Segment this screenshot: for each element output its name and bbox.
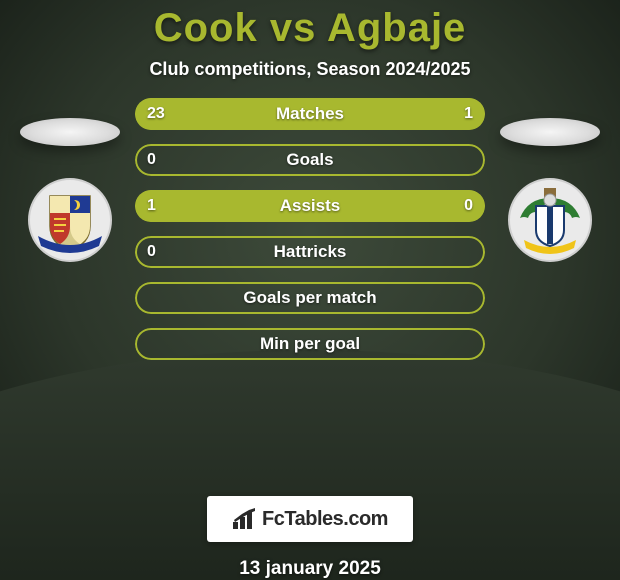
subtitle: Club competitions, Season 2024/2025 bbox=[149, 59, 470, 80]
team-right-crest bbox=[500, 178, 600, 262]
bar-label: Min per goal bbox=[135, 328, 485, 360]
stat-bars: Matches231Goals0Assists10Hattricks0Goals… bbox=[135, 98, 485, 360]
bar-label: Goals bbox=[135, 144, 485, 176]
stat-bar-assists: Assists1 0 bbox=[135, 190, 485, 222]
team-left-crest bbox=[20, 178, 120, 262]
bar-label: Hattricks bbox=[135, 236, 485, 268]
team-right-disc bbox=[500, 118, 600, 146]
bar-label: Assists bbox=[135, 190, 485, 222]
bar-value-left: 1 bbox=[135, 190, 168, 222]
page-title: Cook vs Agbaje bbox=[154, 6, 467, 51]
bar-value-right: 0 bbox=[452, 190, 485, 222]
fctables-icon bbox=[232, 508, 258, 530]
bar-value-right: 1 bbox=[452, 98, 485, 130]
bar-label: Matches bbox=[135, 98, 485, 130]
stat-bar-matches: Matches23 1 bbox=[135, 98, 485, 130]
date-text: 13 january 2025 bbox=[239, 558, 381, 580]
comparison-area: Matches231Goals0Assists10Hattricks0Goals… bbox=[0, 98, 620, 196]
fctables-text: FcTables.com bbox=[262, 508, 388, 531]
stat-bar-goals-per-match: Goals per match bbox=[135, 282, 485, 314]
fctables-badge: FcTables.com bbox=[207, 496, 413, 542]
stat-bar-min-per-goal: Min per goal bbox=[135, 328, 485, 360]
bar-value-left: 0 bbox=[135, 144, 168, 176]
bar-label: Goals per match bbox=[135, 282, 485, 314]
team-left-disc bbox=[20, 118, 120, 146]
bar-value-left: 23 bbox=[135, 98, 177, 130]
stat-bar-hattricks: Hattricks0 bbox=[135, 236, 485, 268]
stat-bar-goals: Goals0 bbox=[135, 144, 485, 176]
bar-value-left: 0 bbox=[135, 236, 168, 268]
